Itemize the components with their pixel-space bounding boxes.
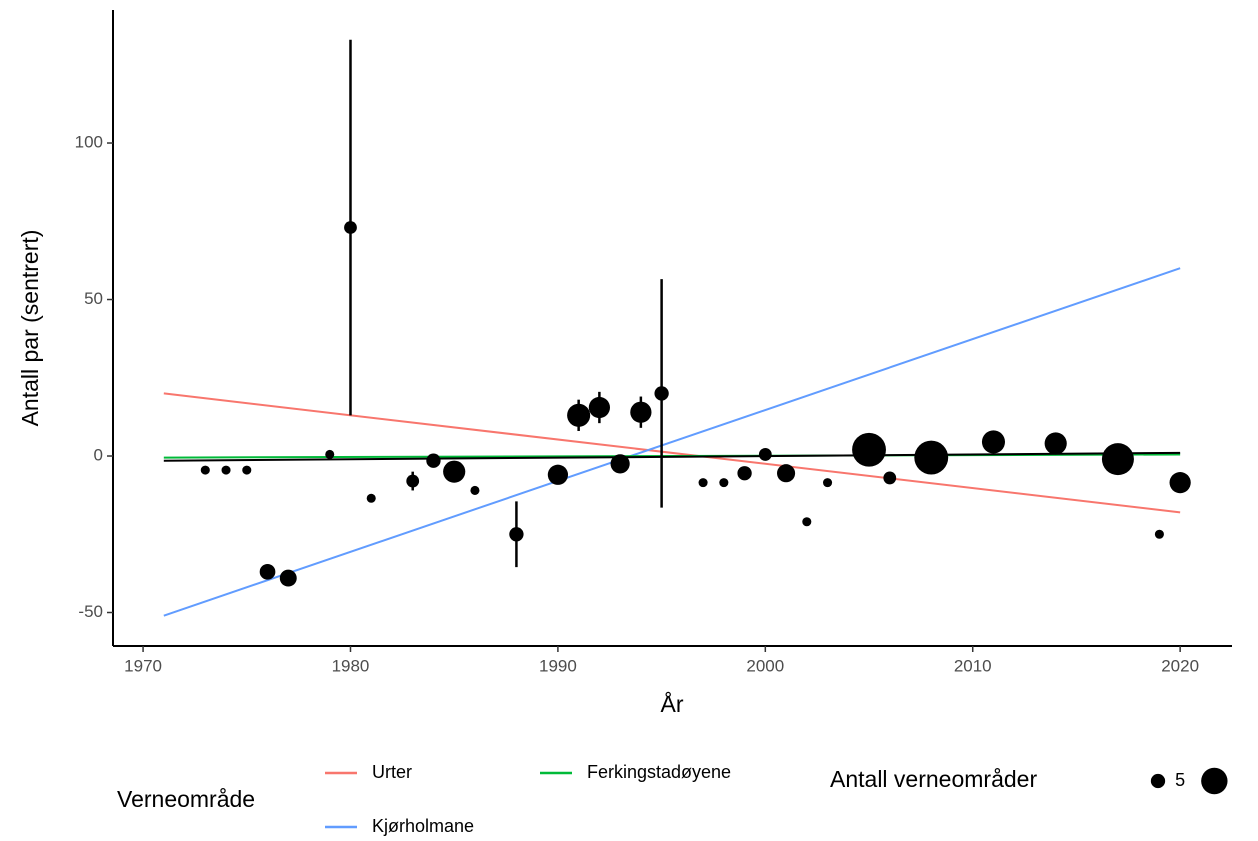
x-tick-label: 2010: [954, 656, 992, 675]
point: [426, 453, 441, 468]
x-tick-label: 1970: [124, 656, 162, 675]
y-axis-title: Antall par (sentrert): [17, 230, 43, 427]
point: [1044, 432, 1067, 455]
legend-label: Ferkingstadøyene: [587, 762, 731, 782]
point: [406, 474, 420, 488]
point: [325, 449, 335, 459]
size-legend-key: [1150, 773, 1166, 789]
y-tick-label: 0: [94, 445, 103, 464]
point: [221, 465, 231, 475]
point: [1169, 472, 1191, 494]
x-axis-title: År: [661, 690, 684, 717]
point: [883, 471, 897, 485]
point: [777, 464, 796, 483]
point: [567, 403, 591, 427]
point: [344, 221, 357, 234]
point: [630, 401, 652, 423]
point: [610, 454, 630, 474]
legend-title: Verneområde: [117, 786, 255, 812]
x-tick-label: 1990: [539, 656, 577, 675]
point: [981, 430, 1006, 454]
trend-line: [163, 392, 1181, 514]
x-tick-label: 1980: [332, 656, 370, 675]
point: [200, 465, 210, 475]
point: [1101, 443, 1134, 476]
point: [547, 464, 569, 485]
trend-line: [163, 267, 1181, 617]
point: [737, 466, 752, 481]
point: [443, 460, 466, 483]
point: [758, 448, 772, 461]
point: [823, 478, 833, 488]
x-tick-label: 2000: [746, 656, 784, 675]
size-legend-key: [1201, 767, 1228, 795]
point: [914, 440, 949, 475]
size-legend-label: 5: [1175, 770, 1185, 790]
y-tick-label: 100: [75, 133, 103, 152]
point: [1154, 529, 1164, 539]
point: [588, 396, 610, 419]
legend-label: Kjørholmane: [372, 816, 474, 836]
x-tick-label: 2020: [1161, 656, 1199, 675]
y-tick-label: 50: [84, 289, 103, 308]
point: [852, 432, 886, 467]
y-tick-label: -50: [78, 602, 103, 621]
point: [279, 569, 297, 587]
point: [698, 478, 708, 488]
size-legend-title: Antall verneområder: [830, 766, 1037, 792]
point: [802, 517, 812, 527]
point: [366, 493, 376, 503]
legend-label: Urter: [372, 762, 412, 782]
point: [242, 465, 252, 475]
point: [509, 527, 524, 542]
point: [259, 563, 276, 580]
trend-line: [163, 451, 1181, 462]
point: [654, 386, 669, 401]
point: [719, 478, 729, 488]
point: [470, 485, 480, 495]
